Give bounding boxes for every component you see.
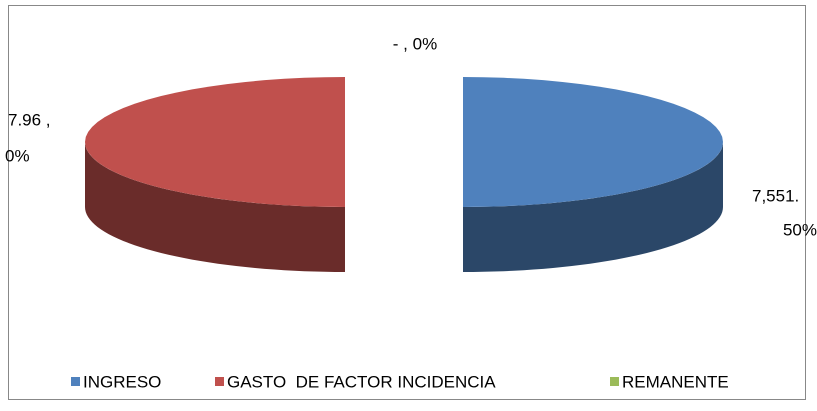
data-label: - , 0% [393,34,437,53]
legend-swatch [71,377,80,386]
slice-top [463,77,723,207]
legend-swatch [610,377,619,386]
legend-label: REMANENTE [622,372,729,391]
data-label: 0% [5,146,30,165]
data-label: 50% [783,220,817,239]
slice-top [85,77,345,207]
legend-label: GASTO DE FACTOR INCIDENCIA [227,372,496,391]
slice-wall [463,142,723,272]
legend-label: INGRESO [83,372,161,391]
slice-wall [85,142,345,272]
data-label: 7,551. [752,186,799,205]
data-label: 7.96 , [8,110,51,129]
legend-swatch [215,377,224,386]
